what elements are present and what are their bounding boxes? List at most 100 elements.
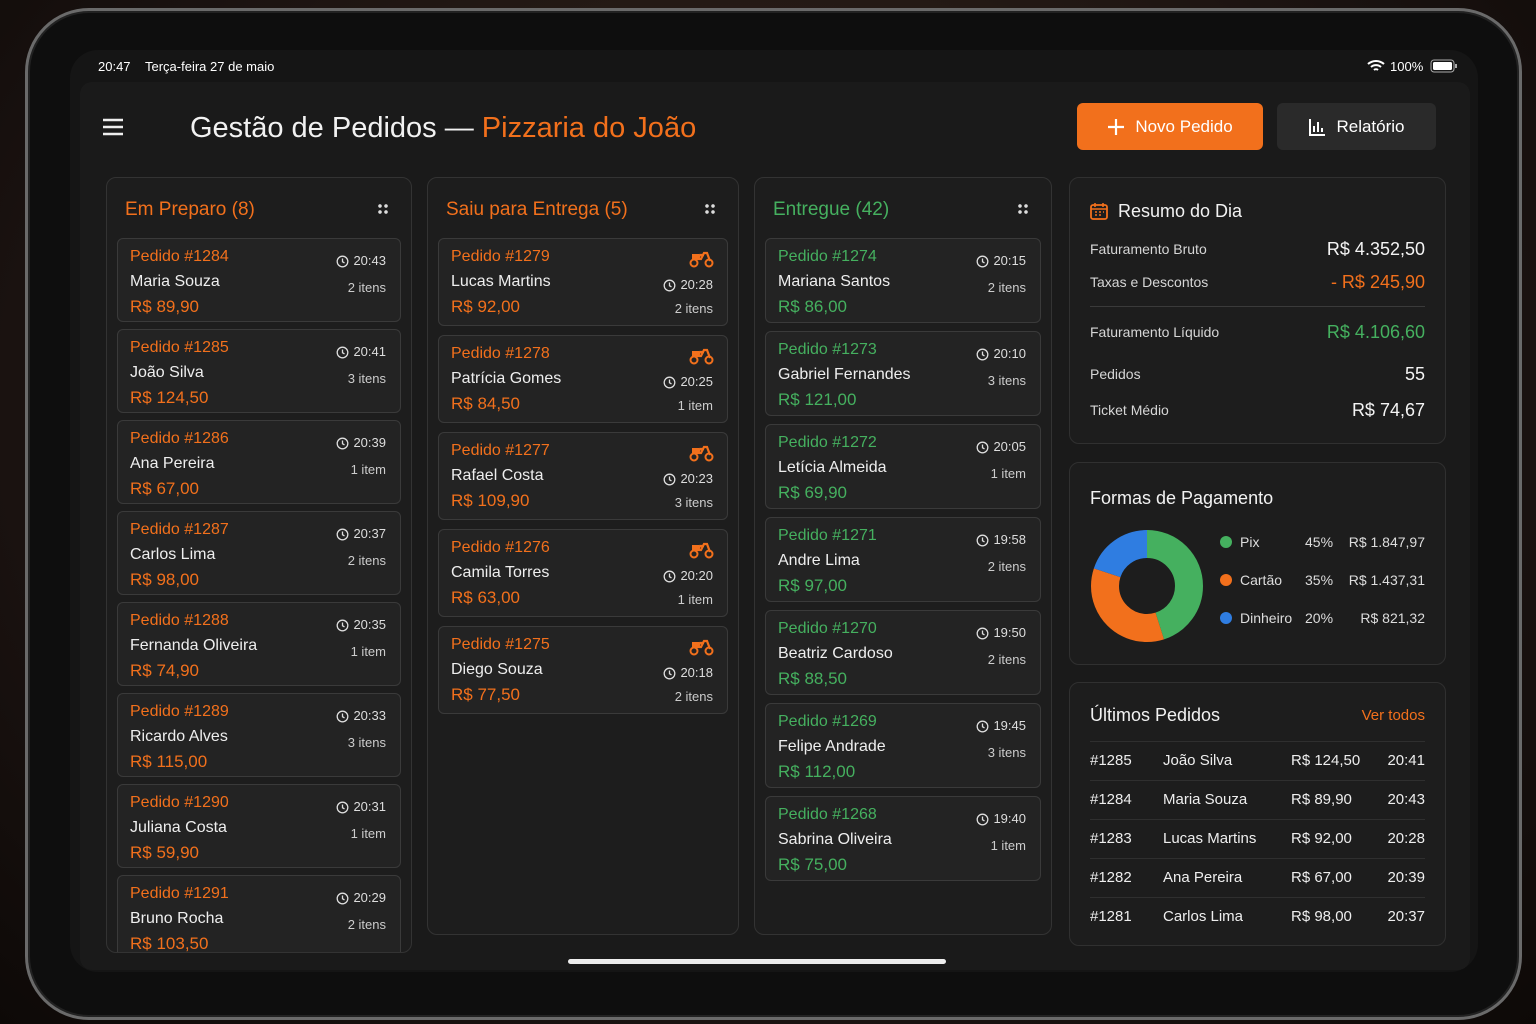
customer-name: Juliana Costa	[130, 819, 227, 836]
time-text: 20:25	[680, 374, 713, 389]
legend-dot	[1220, 536, 1232, 548]
order-card[interactable]: Pedido #1287 Carlos Lima R$ 98,00 20:37 2 it…	[117, 511, 401, 595]
clock-icon	[664, 473, 676, 485]
item-count: 3 itens	[987, 745, 1026, 760]
latest-row[interactable]: #1281 Carlos Lima R$ 98,00 20:37	[1090, 897, 1425, 936]
item-count: 2 itens	[347, 917, 386, 932]
donut-segment	[1091, 530, 1203, 642]
scooter-icon	[689, 445, 714, 462]
clock-icon	[977, 255, 989, 267]
order-card[interactable]: Pedido #1286 Ana Pereira R$ 67,00 20:39 1 it…	[117, 420, 401, 504]
order-time: 19:58	[976, 531, 1026, 549]
item-count: 1 item	[990, 838, 1026, 853]
summary-label: Faturamento Bruto	[1090, 241, 1207, 257]
order-card[interactable]: Pedido #1285 João Silva R$ 124,50 20:41 3 it…	[117, 329, 401, 413]
order-card[interactable]: Pedido #1279 Lucas Martins R$ 92,00 20:28 2 …	[438, 238, 728, 326]
new-order-button[interactable]: Novo Pedido	[1077, 103, 1263, 150]
customer-name: Ricardo Alves	[130, 728, 228, 745]
clock-icon	[977, 534, 989, 546]
status-time: 20:47	[98, 59, 131, 74]
customer-name: Carlos Lima	[130, 546, 216, 563]
report-label: Relatório	[1336, 116, 1405, 136]
latest-row[interactable]: #1283 Lucas Martins R$ 92,00 20:28	[1090, 819, 1425, 858]
report-button[interactable]: Relatório	[1277, 103, 1436, 150]
order-time: 20:43	[1387, 791, 1425, 808]
time-text: 20:35	[353, 617, 386, 632]
order-id: Pedido #1285	[130, 339, 229, 356]
time-text: 20:05	[993, 439, 1026, 454]
time-text: 20:31	[353, 799, 386, 814]
drag-handle[interactable]	[704, 203, 716, 215]
latest-title: Últimos Pedidos	[1090, 705, 1221, 725]
order-time: 20:25	[663, 373, 713, 391]
order-card[interactable]: Pedido #1277 Rafael Costa R$ 109,90 20:23 3 …	[438, 432, 728, 520]
status-date: Terça-feira 27 de maio	[145, 59, 275, 74]
order-total: R$ 97,00	[778, 576, 847, 595]
summary-value: R$ 74,67	[1351, 399, 1425, 420]
delivery-icon	[689, 638, 715, 661]
delivery-icon	[689, 541, 715, 564]
order-card[interactable]: Pedido #1290 Juliana Costa R$ 59,90 20:31 1 …	[117, 784, 401, 868]
order-total: R$ 89,90	[130, 297, 199, 316]
clock-icon	[664, 667, 676, 679]
order-card[interactable]: Pedido #1272 Letícia Almeida R$ 69,90 20:05…	[765, 424, 1041, 509]
drag-handle[interactable]	[1017, 203, 1029, 215]
order-card[interactable]: Pedido #1270 Beatriz Cardoso R$ 88,50 19:50…	[765, 610, 1041, 695]
order-time: 20:20	[663, 567, 713, 585]
order-card[interactable]: Pedido #1291 Bruno Rocha R$ 103,50 20:29 2 i…	[117, 875, 401, 952]
item-count: 3 itens	[987, 373, 1026, 388]
clock-icon	[337, 528, 349, 540]
order-card[interactable]: Pedido #1273 Gabriel Fernandes R$ 121,00 20…	[765, 331, 1041, 416]
customer-name: Maria Souza	[1163, 791, 1248, 808]
latest-row[interactable]: #1284 Maria Souza R$ 89,90 20:43	[1090, 780, 1425, 819]
summary-row: Ticket Médio R$ 74,67	[1090, 399, 1425, 421]
menu-button[interactable]	[102, 117, 124, 137]
summary-value: - R$ 245,90	[1330, 271, 1425, 292]
customer-name: Letícia Almeida	[778, 459, 887, 476]
order-card[interactable]: Pedido #1268 Sabrina Oliveira R$ 75,00 19:4…	[765, 796, 1041, 881]
brand-name: Pizzaria do João	[481, 112, 697, 144]
order-time: 20:28	[1387, 830, 1425, 847]
customer-name: Sabrina Oliveira	[778, 831, 892, 848]
order-id: Pedido #1270	[778, 620, 877, 637]
legend-name: Dinheiro	[1240, 610, 1293, 626]
customer-name: Maria Souza	[130, 273, 220, 290]
order-card[interactable]: Pedido #1278 Patrícia Gomes R$ 84,50 20:25 1…	[438, 335, 728, 423]
order-total: R$ 67,00	[130, 479, 199, 498]
order-card[interactable]: Pedido #1284 Maria Souza R$ 89,90 20:43 2 it…	[117, 238, 401, 322]
order-id: Pedido #1271	[778, 527, 877, 544]
order-time: 20:23	[663, 470, 713, 488]
order-card[interactable]: Pedido #1274 Mariana Santos R$ 86,00 20:15 2…	[765, 238, 1041, 323]
customer-name: Felipe Andrade	[778, 738, 886, 755]
latest-row[interactable]: #1285 João Silva R$ 124,50 20:41	[1090, 741, 1425, 780]
order-card[interactable]: Pedido #1289 Ricardo Alves R$ 115,00 20:33 3…	[117, 693, 401, 777]
time-text: 20:33	[353, 708, 386, 723]
order-card[interactable]: Pedido #1269 Felipe Andrade R$ 112,00 19:45…	[765, 703, 1041, 788]
order-card[interactable]: Pedido #1276 Camila Torres R$ 63,00 20:20 1 …	[438, 529, 728, 617]
time-text: 19:40	[993, 811, 1026, 826]
payment-donut	[1091, 530, 1203, 642]
order-total: R$ 89,90	[1291, 791, 1352, 808]
order-time: 20:31	[336, 798, 386, 816]
order-card[interactable]: Pedido #1271 Andre Lima R$ 97,00 19:58 2 ite…	[765, 517, 1041, 602]
order-time: 20:10	[976, 345, 1026, 363]
order-card[interactable]: Pedido #1275 Diego Souza R$ 77,50 20:18 2 it…	[438, 626, 728, 714]
time-text: 20:28	[680, 277, 713, 292]
order-id: Pedido #1269	[778, 713, 877, 730]
order-card[interactable]: Pedido #1288 Fernanda Oliveira R$ 74,90 20:…	[117, 602, 401, 686]
column-title: Entregue (42)	[773, 199, 890, 220]
clock-icon	[977, 627, 989, 639]
latest-row[interactable]: #1282 Ana Pereira R$ 67,00 20:39	[1090, 858, 1425, 897]
customer-name: Mariana Santos	[778, 273, 891, 290]
order-total: R$ 59,90	[130, 843, 199, 862]
order-time: 20:37	[1387, 908, 1425, 925]
order-id: Pedido #1286	[130, 430, 229, 447]
order-number: #1284	[1090, 791, 1132, 808]
legend-amount: R$ 1.847,97	[1348, 534, 1425, 550]
clock-icon	[664, 279, 676, 291]
see-all-link[interactable]: Ver todos	[1361, 707, 1425, 724]
drag-handle[interactable]	[377, 203, 389, 215]
summary-label: Faturamento Líquido	[1090, 324, 1220, 340]
summary-panel: Resumo do Dia Faturamento Bruto R$ 4.352,…	[1069, 177, 1446, 444]
order-time: 20:18	[663, 664, 713, 682]
